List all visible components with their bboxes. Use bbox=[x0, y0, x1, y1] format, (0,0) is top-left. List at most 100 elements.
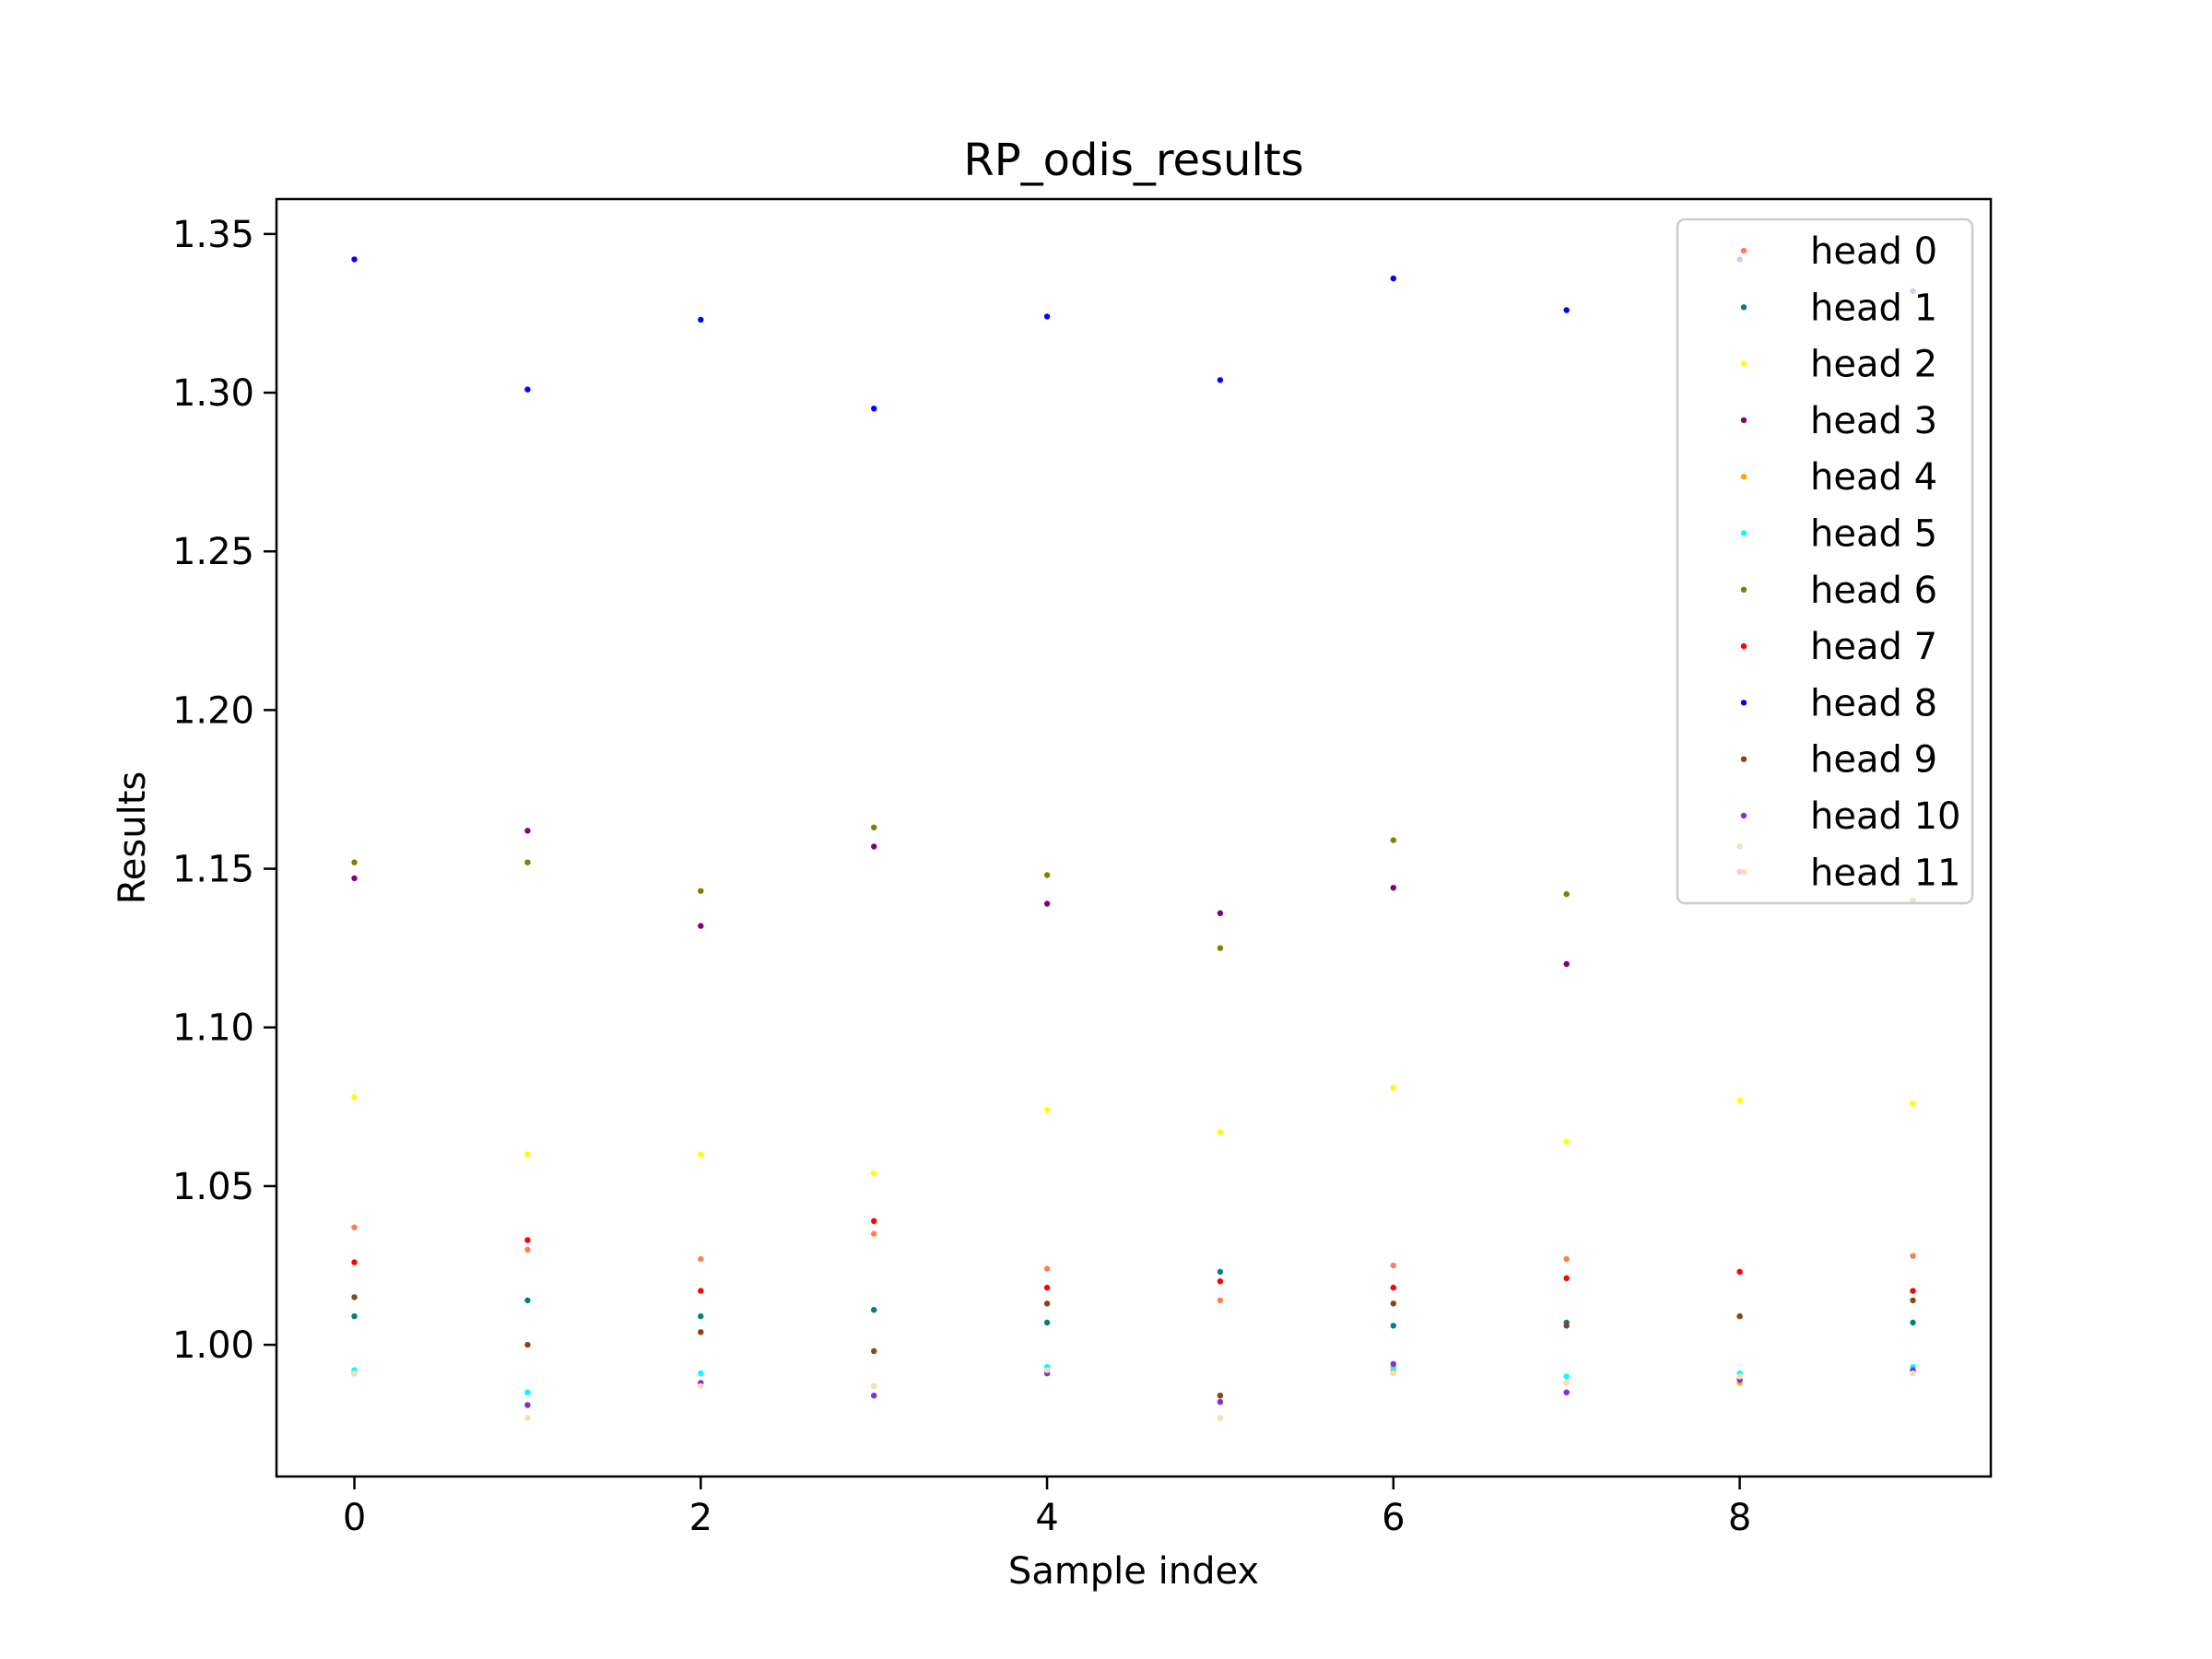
data-point bbox=[524, 1297, 531, 1304]
data-point bbox=[351, 1294, 358, 1300]
data-point bbox=[1043, 313, 1051, 320]
data-point bbox=[698, 1288, 704, 1294]
data-point bbox=[1043, 872, 1051, 878]
data-point bbox=[1910, 1297, 1916, 1304]
data-point bbox=[351, 1224, 358, 1230]
legend-marker bbox=[1740, 417, 1747, 424]
legend-label: head 5 bbox=[1810, 513, 1937, 556]
legend-label: head 6 bbox=[1810, 570, 1937, 612]
data-point bbox=[351, 1370, 358, 1377]
data-point bbox=[1043, 1265, 1051, 1272]
legend-marker bbox=[1740, 756, 1747, 762]
data-point bbox=[524, 859, 531, 865]
data-point bbox=[1217, 1278, 1224, 1285]
data-point bbox=[524, 1151, 531, 1158]
data-point bbox=[524, 1415, 531, 1421]
y-axis: 1.00 1.05 1.10 1.15 1.20 1.25 1.30 1.35 bbox=[172, 214, 276, 1367]
data-point bbox=[1563, 890, 1570, 898]
legend-label: head 10 bbox=[1810, 795, 1960, 838]
data-point bbox=[1217, 910, 1224, 916]
legend-label: head 4 bbox=[1810, 456, 1937, 499]
data-point bbox=[1563, 1275, 1570, 1282]
data-point bbox=[871, 843, 877, 850]
data-point bbox=[1390, 1284, 1397, 1291]
data-point bbox=[871, 1230, 877, 1237]
chart-title: RP_odis_results bbox=[963, 135, 1303, 186]
data-point bbox=[1043, 1107, 1051, 1113]
data-point bbox=[1390, 837, 1397, 843]
legend-marker bbox=[1740, 586, 1747, 593]
data-point bbox=[524, 1402, 531, 1408]
legend-marker bbox=[1740, 812, 1747, 819]
legend-label: head 0 bbox=[1810, 230, 1937, 273]
data-point bbox=[1390, 885, 1397, 891]
data-point bbox=[1217, 945, 1224, 951]
data-point bbox=[1217, 1268, 1224, 1276]
data-point bbox=[1563, 307, 1570, 313]
data-point bbox=[1563, 1138, 1570, 1145]
legend-marker bbox=[1740, 700, 1747, 706]
data-point bbox=[698, 316, 704, 324]
data-point bbox=[1043, 1319, 1051, 1326]
data-point bbox=[1390, 1370, 1397, 1377]
data-point bbox=[1390, 1085, 1397, 1091]
data-point bbox=[1217, 1393, 1224, 1399]
data-point bbox=[1390, 275, 1397, 282]
data-point bbox=[1910, 1253, 1916, 1259]
data-point bbox=[1563, 960, 1570, 968]
y-tick-label: 1.30 bbox=[172, 372, 254, 415]
x-tick-label: 4 bbox=[1035, 1497, 1058, 1539]
legend-label: head 11 bbox=[1810, 852, 1960, 894]
data-point bbox=[351, 1259, 358, 1265]
x-tick-label: 2 bbox=[689, 1497, 712, 1539]
data-point bbox=[1043, 1367, 1051, 1373]
data-point bbox=[1910, 1319, 1916, 1326]
legend-marker bbox=[1740, 304, 1747, 311]
legend-marker bbox=[1740, 474, 1747, 480]
data-point bbox=[524, 1341, 531, 1348]
data-point bbox=[524, 1237, 531, 1243]
data-point bbox=[871, 1170, 877, 1177]
data-point bbox=[1217, 1415, 1224, 1421]
legend-label: head 2 bbox=[1810, 344, 1937, 386]
data-point bbox=[524, 386, 531, 393]
data-point bbox=[1043, 1300, 1051, 1307]
legend-marker bbox=[1740, 247, 1747, 254]
y-tick-label: 1.15 bbox=[172, 849, 254, 891]
data-point bbox=[871, 1382, 877, 1390]
x-tick-label: 0 bbox=[343, 1497, 366, 1539]
data-point bbox=[351, 1094, 358, 1100]
legend-marker bbox=[1740, 360, 1747, 367]
legend-box bbox=[1676, 218, 1974, 905]
data-point bbox=[871, 1393, 877, 1399]
legend-label: head 8 bbox=[1810, 682, 1937, 724]
data-point bbox=[698, 1370, 704, 1377]
legend-label: head 1 bbox=[1810, 287, 1937, 329]
y-tick-label: 1.20 bbox=[172, 689, 254, 732]
y-tick-label: 1.10 bbox=[172, 1007, 254, 1050]
data-point bbox=[698, 1255, 704, 1263]
legend-label: head 3 bbox=[1810, 400, 1937, 442]
data-point bbox=[698, 923, 704, 929]
data-point bbox=[1217, 377, 1224, 383]
data-point bbox=[698, 888, 704, 894]
data-point bbox=[871, 824, 877, 830]
x-tick-label: 6 bbox=[1382, 1497, 1405, 1539]
data-point bbox=[871, 1218, 877, 1225]
data-point bbox=[871, 1347, 877, 1355]
data-point bbox=[1390, 1323, 1397, 1329]
data-point bbox=[1390, 1360, 1397, 1368]
data-point bbox=[1043, 900, 1051, 907]
x-axis: 0 2 4 6 8 bbox=[343, 1477, 1751, 1539]
data-point bbox=[1736, 1268, 1743, 1276]
data-point bbox=[1390, 1300, 1397, 1307]
data-point bbox=[524, 1246, 531, 1253]
data-point bbox=[1563, 1380, 1570, 1386]
data-point bbox=[698, 1329, 704, 1335]
data-point bbox=[524, 1389, 531, 1395]
y-tick-label: 1.05 bbox=[172, 1166, 254, 1208]
data-point bbox=[1563, 1255, 1570, 1263]
x-axis-label: Sample index bbox=[1008, 1550, 1259, 1593]
data-point bbox=[1910, 1288, 1916, 1294]
x-tick-label: 8 bbox=[1728, 1497, 1751, 1539]
